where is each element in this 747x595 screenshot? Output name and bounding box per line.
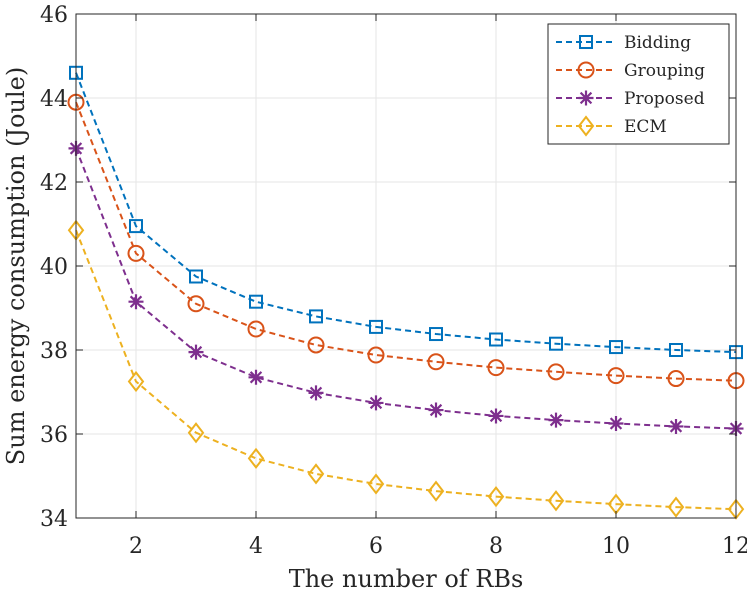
- data-point-ecm: [307, 463, 325, 485]
- data-point-ecm: [667, 496, 685, 518]
- data-point-bidding: [489, 332, 503, 347]
- data-point-bidding: [609, 340, 623, 355]
- x-axis-label: The number of RBs: [289, 565, 524, 593]
- data-point-proposed: [368, 395, 384, 411]
- data-point-grouping: [307, 336, 325, 354]
- data-point-grouping: [187, 295, 205, 313]
- data-point-bidding: [369, 319, 383, 334]
- series-line-ecm: [75, 229, 737, 511]
- data-point-bidding: [249, 294, 263, 309]
- data-point-proposed: [608, 416, 624, 431]
- y-tick-label: 44: [40, 87, 68, 112]
- data-point-proposed: [128, 294, 144, 310]
- data-point-grouping: [427, 353, 445, 371]
- data-point-proposed: [668, 418, 684, 434]
- legend-box: [547, 23, 730, 145]
- legend-label: ECM: [624, 117, 667, 137]
- y-tick-label: 42: [40, 171, 68, 196]
- data-point-bidding: [309, 309, 323, 324]
- data-point-ecm: [127, 370, 145, 393]
- data-point-proposed: [188, 344, 204, 360]
- data-point-proposed: [308, 385, 324, 401]
- legend-label: Bidding: [624, 33, 691, 53]
- y-tick-label: 36: [40, 423, 68, 448]
- x-tick-label: 6: [369, 534, 383, 559]
- y-tick-label: 40: [40, 255, 68, 280]
- data-point-grouping: [487, 359, 505, 377]
- x-tick-label: 4: [249, 534, 263, 559]
- x-tick-label: 8: [489, 534, 503, 559]
- data-point-ecm: [547, 490, 565, 512]
- data-point-grouping: [367, 346, 385, 364]
- legend-label: Proposed: [624, 89, 705, 109]
- data-point-grouping: [247, 320, 265, 338]
- x-tick-label: 12: [722, 534, 747, 559]
- data-point-bidding: [189, 269, 203, 284]
- legend: Bidding Grouping Proposed ECM: [547, 23, 730, 145]
- data-point-grouping: [607, 367, 625, 385]
- legend-marker-diamond: [577, 115, 595, 137]
- data-point-proposed: [488, 408, 504, 424]
- data-point-bidding: [669, 343, 683, 357]
- data-point-proposed: [428, 402, 444, 418]
- series-line-bidding: [75, 72, 737, 354]
- x-tick-label: 10: [602, 534, 630, 559]
- legend-marker-circle: [577, 61, 595, 79]
- data-point-grouping: [127, 244, 145, 262]
- legend-item-bidding: Bidding: [556, 33, 691, 53]
- grid-lines: [76, 13, 737, 519]
- y-tick-label: 46: [40, 3, 68, 28]
- legend-item-grouping: Grouping: [556, 61, 705, 81]
- data-point-bidding: [429, 327, 443, 342]
- legend-item-ecm: ECM: [556, 115, 667, 137]
- data-point-ecm: [187, 422, 205, 444]
- legend-marker-square: [579, 35, 593, 49]
- series-layer: [67, 65, 745, 520]
- data-point-grouping: [547, 363, 565, 381]
- data-point-ecm: [427, 480, 445, 502]
- x-tick-label: 2: [129, 534, 143, 559]
- data-point-proposed: [248, 369, 264, 385]
- legend-marker-asterisk: [578, 90, 594, 106]
- legend-item-proposed: Proposed: [556, 89, 705, 109]
- legend-label: Grouping: [624, 61, 705, 81]
- data-point-bidding: [129, 219, 143, 234]
- data-point-grouping: [667, 370, 685, 388]
- data-point-ecm: [487, 485, 505, 508]
- series-line-proposed: [75, 148, 737, 430]
- data-point-ecm: [367, 473, 385, 495]
- y-tick-label: 38: [40, 339, 68, 364]
- y-axis-label: Sum energy consumption (Joule): [2, 67, 30, 465]
- data-point-ecm: [247, 447, 265, 469]
- data-point-bidding: [549, 336, 563, 351]
- data-point-proposed: [548, 412, 564, 428]
- y-tick-label: 34: [40, 507, 68, 532]
